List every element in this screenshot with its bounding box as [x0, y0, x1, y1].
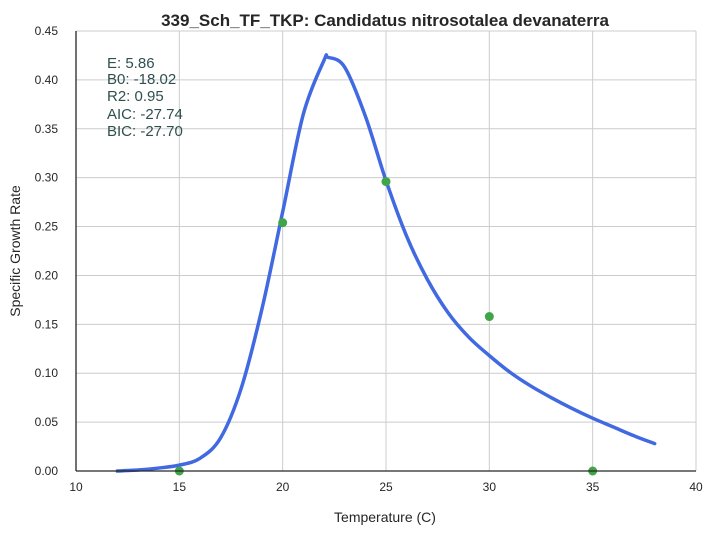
x-tick-label-5: 35 — [586, 480, 600, 494]
fit-statistics: E: 5.86 B0: -18.02 R2: 0.95 AIC: -27.74 … — [107, 55, 183, 140]
chart-title: 339_Sch_TF_TKP: Candidatus nitrosotalea … — [161, 11, 609, 30]
x-tick-label-6: 40 — [689, 480, 703, 494]
fit-curve — [115, 53, 657, 473]
y-tick-label-1: 0.05 — [35, 415, 59, 429]
y-tick-label-5: 0.25 — [35, 220, 59, 234]
x-tick-label-0: 10 — [69, 480, 83, 494]
annotation-r2: R2: 0.95 — [107, 88, 164, 105]
annotation-bic: BIC: -27.70 — [107, 123, 183, 140]
fit-curve-layer — [115, 53, 657, 473]
y-tick-label-0: 0.00 — [35, 464, 59, 478]
annotation-b0: B0: -18.02 — [107, 71, 176, 88]
y-tick-label-3: 0.15 — [35, 317, 59, 331]
x-tick-label-3: 25 — [379, 480, 393, 494]
data-point-1 — [278, 218, 288, 228]
grid-lines — [75, 30, 697, 472]
y-axis-label: Specific Growth Rate — [7, 185, 23, 317]
tick-labels: 10 15 20 25 30 35 40 0.00 0.05 0.10 0.15 0.20 0.25 0.… — [35, 24, 703, 494]
y-tick-label-6: 0.30 — [35, 171, 59, 185]
y-tick-label-2: 0.10 — [35, 366, 59, 380]
data-point-3 — [484, 312, 494, 322]
x-tick-label-1: 15 — [173, 480, 187, 494]
annotation-aic: AIC: -27.74 — [107, 106, 183, 123]
x-tick-label-2: 20 — [276, 480, 290, 494]
axes — [75, 31, 696, 472]
y-tick-label-4: 0.20 — [35, 268, 59, 282]
annotation-e: E: 5.86 — [107, 55, 155, 72]
y-tick-label-9: 0.45 — [35, 24, 59, 38]
y-tick-label-7: 0.35 — [35, 122, 59, 136]
x-axis-label: Temperature (C) — [334, 509, 436, 525]
x-tick-label-4: 30 — [483, 480, 497, 494]
y-tick-label-8: 0.40 — [35, 73, 59, 87]
data-point-2 — [381, 177, 391, 187]
